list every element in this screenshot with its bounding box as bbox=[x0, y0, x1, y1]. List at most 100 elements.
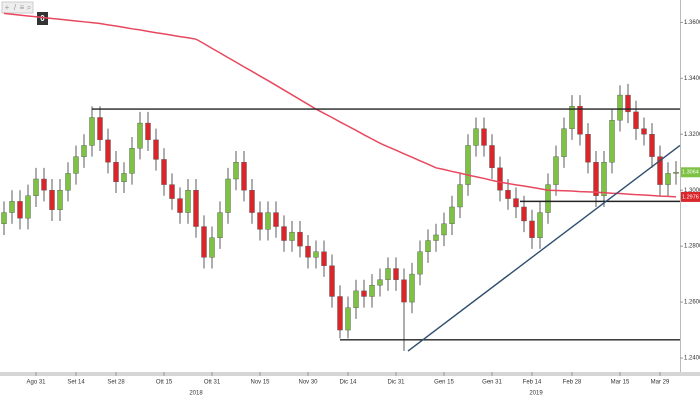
badge[interactable]: 0 bbox=[40, 14, 45, 23]
candle-body bbox=[241, 162, 247, 191]
candle-body bbox=[609, 120, 615, 163]
y-tick-label: 1.2800 bbox=[684, 244, 700, 250]
candle-body bbox=[473, 128, 479, 146]
candle-body bbox=[169, 184, 175, 199]
candle-body bbox=[257, 212, 263, 230]
candle-body bbox=[385, 268, 391, 280]
menu-icon[interactable]: ≡ bbox=[20, 3, 25, 12]
candle-body bbox=[177, 198, 183, 213]
candle-body bbox=[553, 156, 559, 185]
last-price-label: 1.3064 bbox=[682, 170, 699, 176]
candle-body bbox=[145, 122, 151, 141]
candle-body bbox=[33, 178, 39, 196]
candle-body bbox=[353, 290, 359, 308]
candle-body bbox=[665, 173, 671, 185]
draw-icon[interactable]: / bbox=[14, 3, 17, 12]
candle-body bbox=[649, 134, 655, 157]
candle-body bbox=[49, 189, 55, 210]
year-label: 2019 bbox=[529, 391, 543, 397]
candle-body bbox=[481, 128, 487, 146]
axis-strip bbox=[0, 372, 700, 376]
x-tick-label: Set 28 bbox=[107, 380, 125, 386]
x-tick-label: Mar 29 bbox=[651, 380, 670, 386]
candle-body bbox=[617, 94, 623, 121]
candle-body bbox=[625, 94, 631, 113]
candle-body bbox=[449, 206, 455, 224]
candle-body bbox=[201, 226, 207, 258]
candle-body bbox=[97, 117, 103, 141]
moving-average-label: 1.2976 bbox=[682, 194, 699, 200]
x-tick-label: Mar 15 bbox=[611, 380, 630, 386]
candle-body bbox=[321, 251, 327, 266]
candle-body bbox=[489, 145, 495, 169]
candle-body bbox=[41, 178, 47, 191]
candle-body bbox=[25, 195, 31, 219]
candle-body bbox=[185, 189, 191, 213]
y-tick-label: 1.3600 bbox=[684, 20, 700, 26]
x-tick-label: Feb 28 bbox=[563, 380, 582, 386]
candle-body bbox=[161, 159, 167, 185]
candle-body bbox=[601, 162, 607, 196]
candle-body bbox=[17, 201, 23, 219]
candle-body bbox=[569, 106, 575, 129]
candle-body bbox=[193, 189, 199, 227]
badge-box bbox=[37, 12, 48, 25]
year-label: 2018 bbox=[189, 391, 203, 397]
x-tick-label: Ott 31 bbox=[204, 380, 221, 386]
candle-body bbox=[265, 212, 271, 230]
candle-body bbox=[641, 128, 647, 135]
candle-body bbox=[65, 173, 71, 191]
candle-body bbox=[313, 251, 319, 258]
y-tick-label: 1.2600 bbox=[684, 300, 700, 306]
toolbar: + / ≡ ⌕ 0 bbox=[1, 1, 48, 25]
candle-body bbox=[9, 201, 15, 213]
candle-body bbox=[505, 189, 511, 199]
candle-body bbox=[537, 212, 543, 238]
candle-body bbox=[113, 162, 119, 183]
x-tick-label: Dic 31 bbox=[387, 380, 405, 386]
candle-body bbox=[369, 285, 375, 297]
candle-body bbox=[249, 189, 255, 213]
trend-line bbox=[407, 144, 681, 352]
candle-body bbox=[297, 231, 303, 247]
x-tick-label: Gen 31 bbox=[482, 380, 502, 386]
candle-body bbox=[673, 172, 679, 174]
candle-body bbox=[545, 184, 551, 213]
candle-body bbox=[289, 231, 295, 241]
candle-body bbox=[345, 307, 351, 331]
candle-body bbox=[81, 145, 87, 157]
moving-average-label-box bbox=[681, 191, 700, 202]
candle-body bbox=[121, 173, 127, 183]
last-price-label-box bbox=[681, 167, 700, 178]
x-tick-label: Nov 30 bbox=[298, 380, 318, 386]
candle-body bbox=[137, 122, 143, 149]
candle-body bbox=[529, 220, 535, 238]
candle-body bbox=[73, 156, 79, 174]
search-icon[interactable]: ⌕ bbox=[27, 3, 31, 12]
candle-body bbox=[409, 273, 415, 303]
candle-body bbox=[497, 167, 503, 191]
x-tick-label: Ago 31 bbox=[26, 380, 46, 386]
candle-body bbox=[657, 156, 663, 185]
candle-body bbox=[129, 148, 135, 174]
candle-body bbox=[281, 226, 287, 241]
candle-body bbox=[153, 139, 159, 160]
candle-body bbox=[417, 251, 423, 275]
candle-body bbox=[337, 296, 343, 331]
candle-body bbox=[209, 237, 215, 258]
candle-body bbox=[457, 184, 463, 208]
candles bbox=[1, 83, 679, 352]
candle-body bbox=[521, 206, 527, 222]
candle-body bbox=[217, 212, 223, 238]
candle-body bbox=[577, 106, 583, 135]
candle-body bbox=[105, 139, 111, 163]
x-tick-label: Set 14 bbox=[67, 380, 85, 386]
x-tick-label: Dic 14 bbox=[339, 380, 357, 386]
candle-body bbox=[513, 198, 519, 208]
candle-body bbox=[57, 189, 63, 210]
zoom-in-icon[interactable]: + bbox=[5, 3, 10, 12]
candle-body bbox=[361, 290, 367, 297]
